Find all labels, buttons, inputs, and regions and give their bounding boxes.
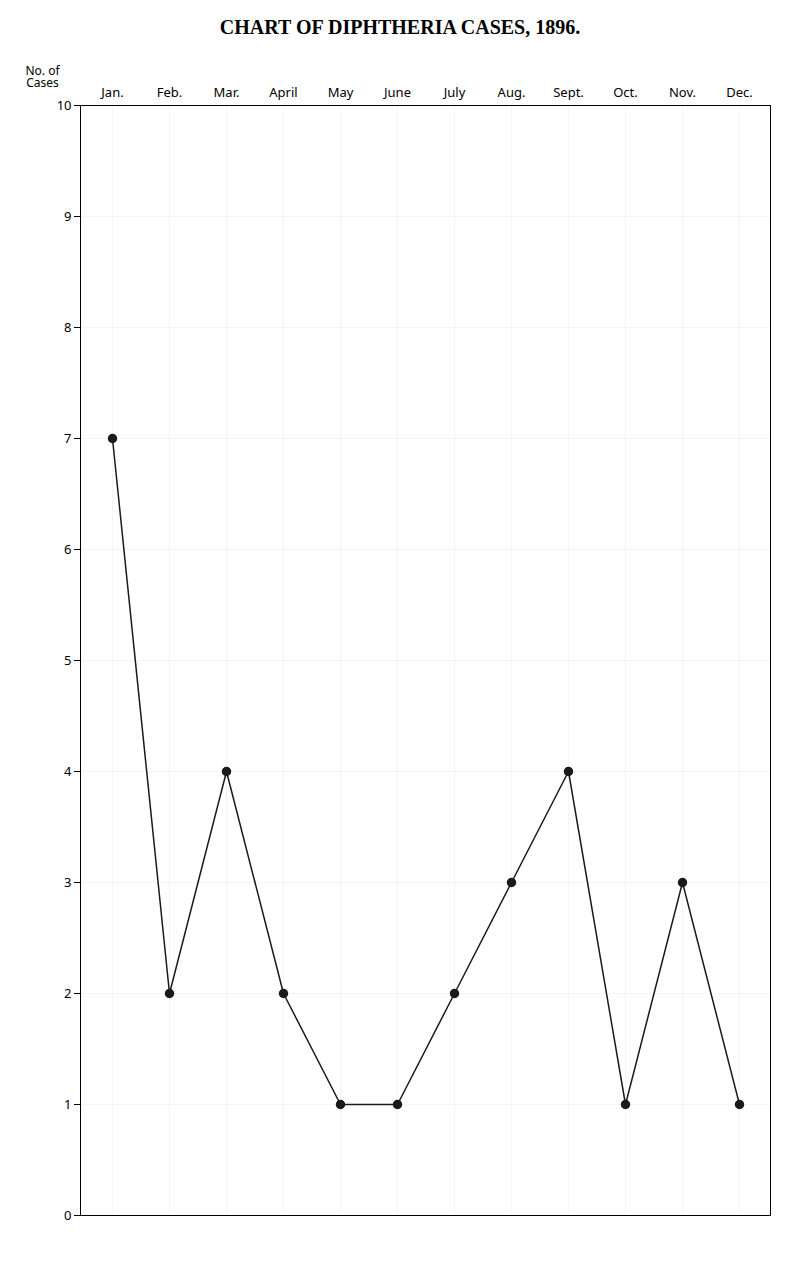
svg-text:Jan.: Jan. bbox=[99, 83, 123, 101]
svg-text:Dec.: Dec. bbox=[726, 83, 753, 101]
svg-text:Sept.: Sept. bbox=[553, 83, 584, 101]
svg-text:Feb.: Feb. bbox=[157, 83, 183, 101]
svg-text:8: 8 bbox=[64, 318, 71, 336]
svg-text:10: 10 bbox=[57, 96, 72, 114]
svg-text:6: 6 bbox=[64, 540, 71, 558]
svg-text:No. ofCases: No. ofCases bbox=[25, 62, 60, 91]
svg-text:Aug.: Aug. bbox=[498, 83, 526, 101]
svg-text:June: June bbox=[382, 83, 411, 101]
svg-text:Oct.: Oct. bbox=[613, 83, 638, 101]
svg-text:7: 7 bbox=[64, 429, 71, 447]
svg-text:0: 0 bbox=[64, 1206, 71, 1224]
svg-text:May: May bbox=[328, 83, 354, 101]
svg-text:5: 5 bbox=[64, 651, 71, 669]
html-text:CHART OF DIPHTHERIA CASES, 189: CHART OF DIPHTHERIA CASES, 1896. bbox=[219, 16, 581, 38]
svg-text:3: 3 bbox=[64, 873, 71, 891]
svg-text:2: 2 bbox=[64, 984, 71, 1002]
svg-text:1: 1 bbox=[64, 1095, 71, 1113]
svg-text:Mar.: Mar. bbox=[214, 83, 240, 101]
svg-text:April: April bbox=[269, 83, 297, 101]
svg-text:Nov.: Nov. bbox=[669, 83, 696, 101]
svg-text:4: 4 bbox=[64, 762, 72, 780]
svg-text:9: 9 bbox=[64, 207, 71, 225]
svg-text:July: July bbox=[442, 83, 466, 101]
